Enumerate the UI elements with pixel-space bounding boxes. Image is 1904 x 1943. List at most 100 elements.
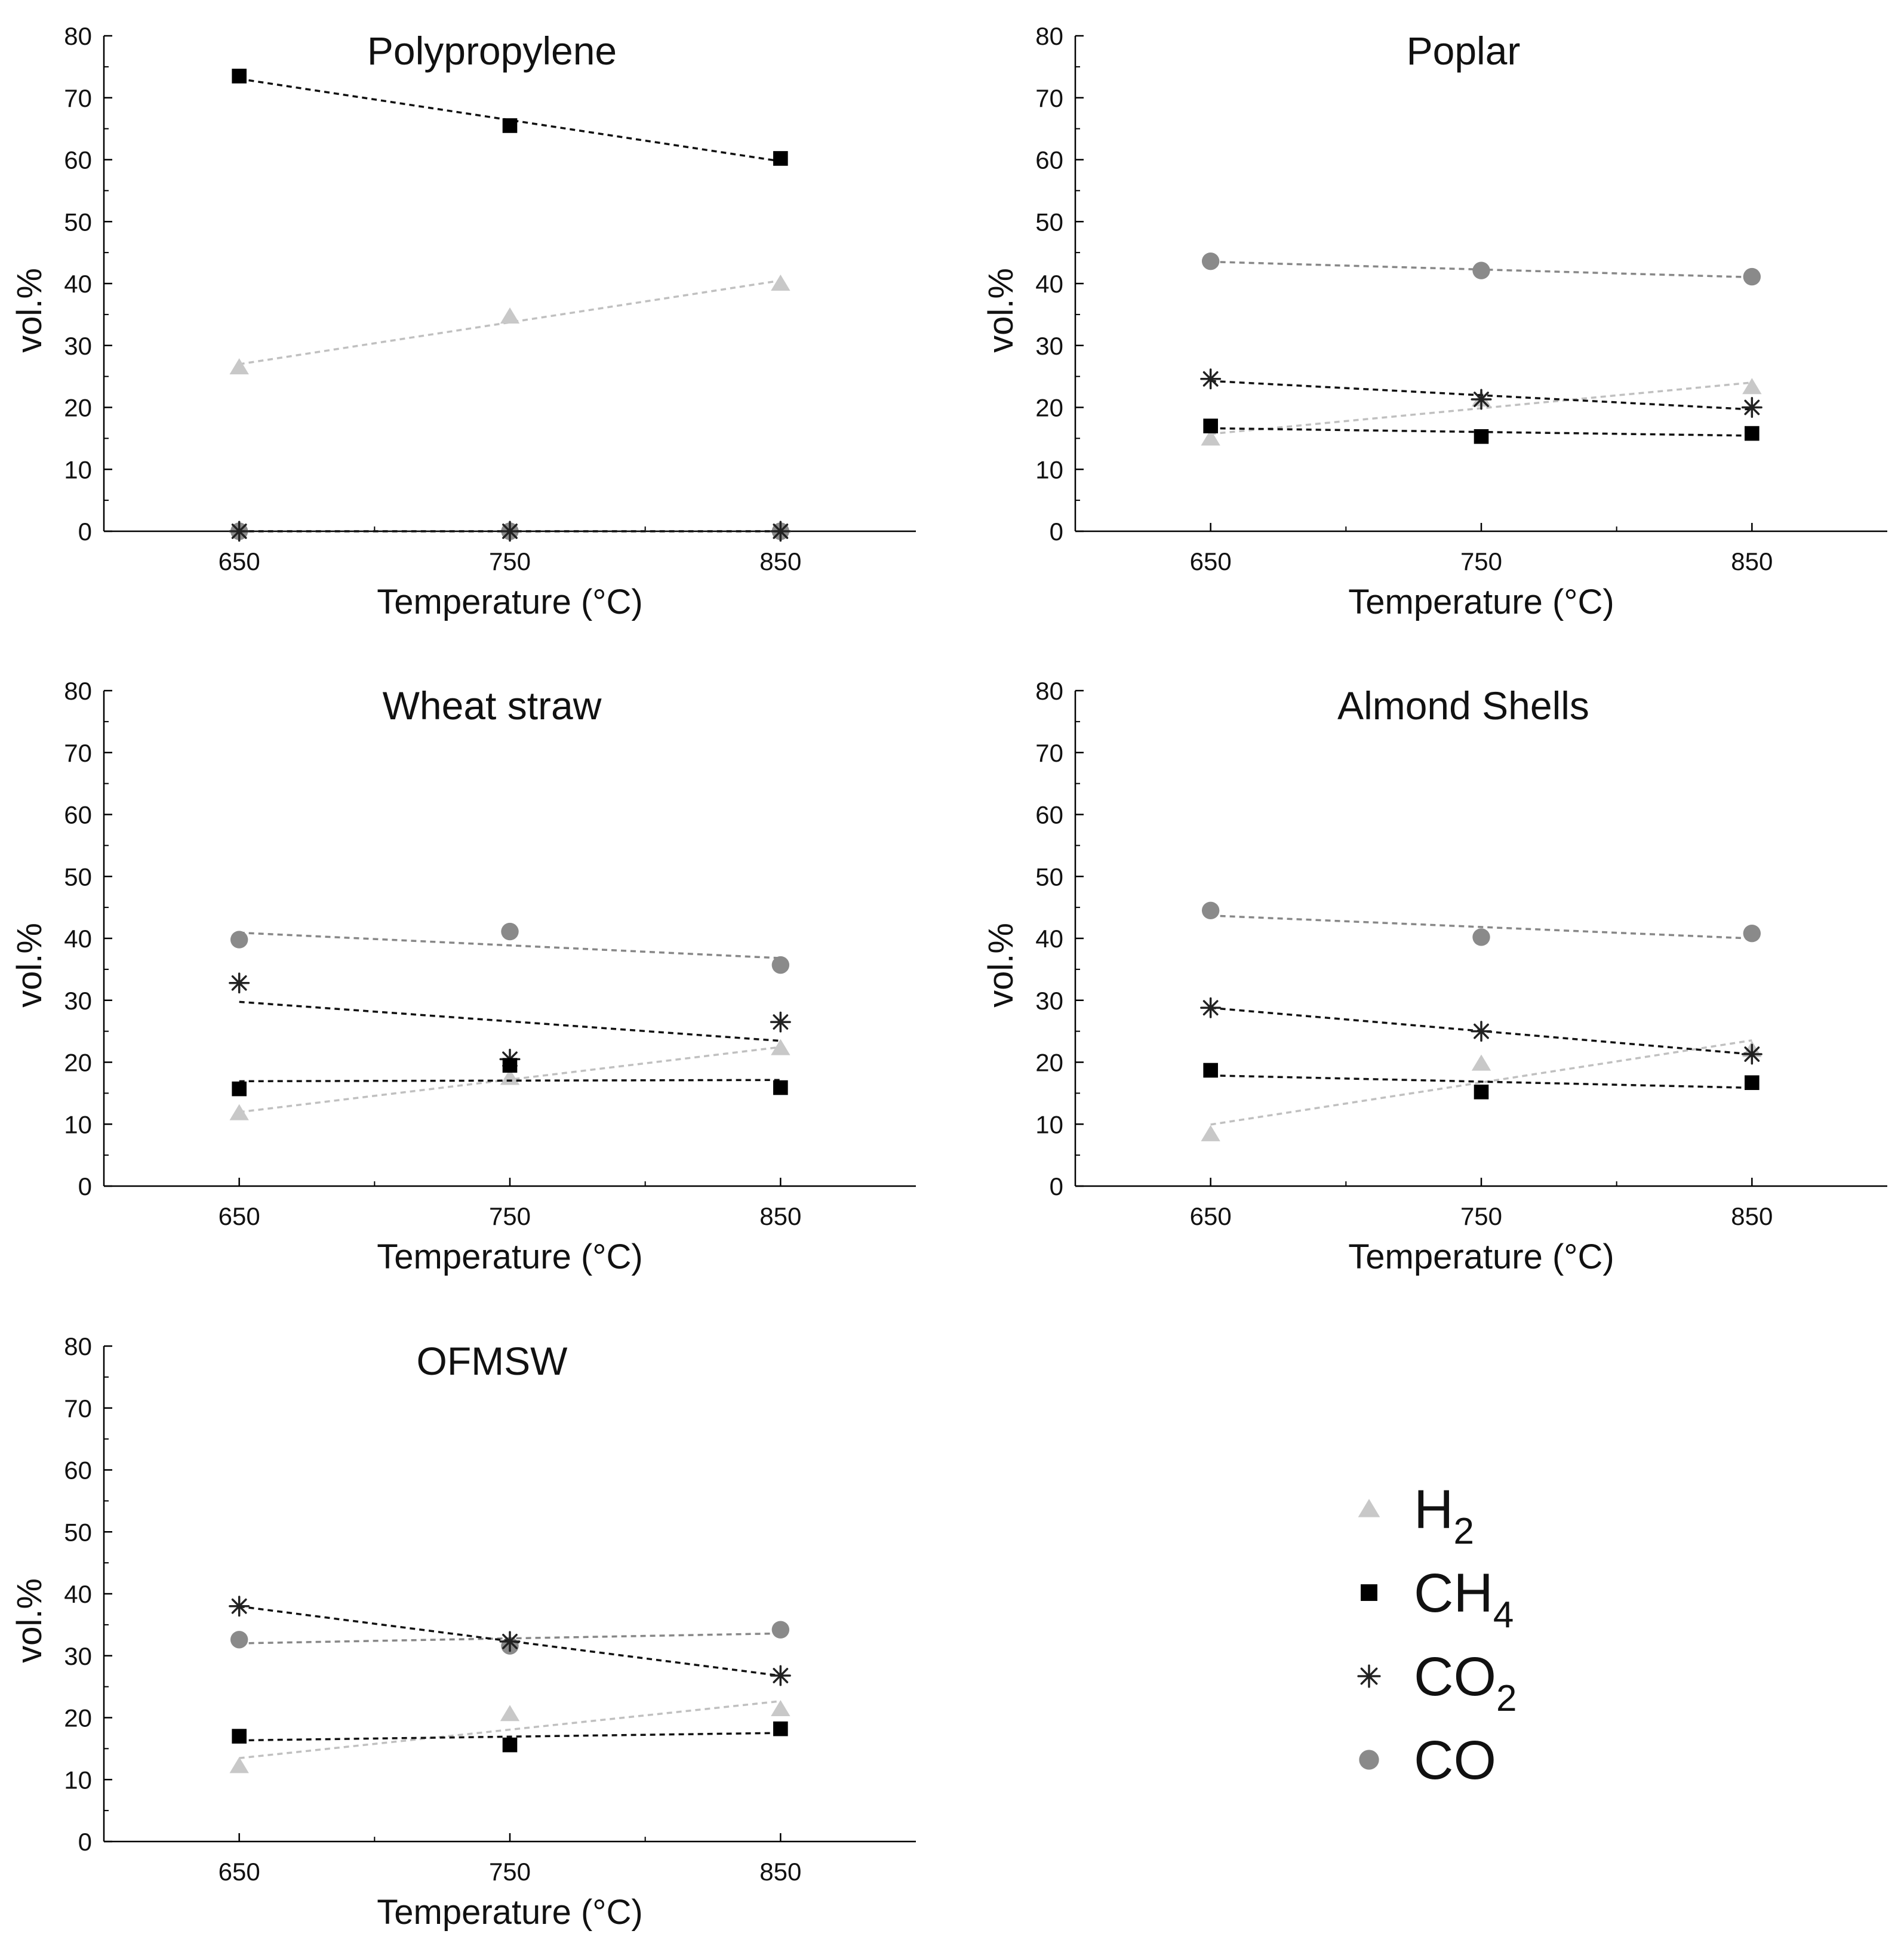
y-tick-label: 30 — [1035, 987, 1063, 1015]
series-co2 — [229, 521, 791, 542]
legend-label-subscript: 2 — [1453, 1511, 1474, 1552]
point-ch4 — [1474, 429, 1489, 444]
point-co2 — [770, 1011, 791, 1033]
point-ch4 — [1203, 1063, 1218, 1078]
y-tick-label: 80 — [1035, 22, 1063, 50]
point-co — [771, 1621, 790, 1639]
y-tick-label: 60 — [1035, 801, 1063, 829]
legend-label: H2 — [1414, 1479, 1474, 1552]
panel-title: Almond Shells — [1337, 683, 1589, 728]
point-ch4 — [232, 69, 247, 84]
series-co — [1201, 252, 1761, 286]
point-ch4 — [232, 1729, 247, 1744]
chart-almond-shells: 0 10 20 30 40 50 60 70 80 650 750 850 Temperature (°… — [982, 677, 1887, 1276]
y-tick-label: 0 — [1050, 1172, 1063, 1200]
y-tick-label: 40 — [1035, 925, 1063, 953]
chart-wheat-straw: 0 10 20 30 40 50 60 70 80 650 750 850 Temperature (°… — [10, 677, 916, 1276]
point-co — [230, 1631, 248, 1649]
x-axis-title: Temperature (°C) — [377, 1893, 642, 1932]
chart-polypropylene: 0 10 20 30 40 50 60 70 80 650 750 850 Temperature (°… — [10, 22, 916, 621]
point-h2 — [229, 1104, 249, 1120]
trendline-co2 — [239, 1000, 781, 1042]
point-co2 — [499, 1631, 521, 1652]
chart-ofmsw: 0 10 20 30 40 50 60 70 80 650 750 850 Temperature (°… — [10, 1332, 916, 1932]
x-tick-label: 650 — [219, 1202, 260, 1230]
point-co — [230, 931, 248, 949]
point-h2 — [1742, 378, 1762, 395]
point-co — [1743, 925, 1761, 943]
legend-item-h2: H2 — [1358, 1479, 1474, 1552]
series-ch4 — [232, 69, 788, 166]
x-axis-title: Temperature (°C) — [377, 583, 642, 621]
y-tick-label: 80 — [64, 677, 92, 705]
y-axis-title: vol.% — [982, 268, 1020, 353]
x-axis-title: Temperature (°C) — [1348, 1237, 1614, 1276]
y-tick-label: 20 — [64, 1049, 92, 1077]
y-tick-label: 10 — [1035, 1110, 1063, 1138]
y-tick-label: 40 — [64, 925, 92, 953]
y-axis-title: vol.% — [10, 923, 49, 1008]
point-h2 — [1471, 1054, 1491, 1071]
y-tick-label: 70 — [64, 84, 92, 112]
x-tick-label: 650 — [1190, 1202, 1232, 1230]
x-tick-label: 850 — [759, 547, 801, 575]
series-co2 — [229, 1596, 791, 1686]
point-co2 — [1471, 389, 1492, 410]
x-tick-label: 650 — [1190, 547, 1232, 575]
y-tick-label: 70 — [1035, 739, 1063, 767]
point-h2 — [500, 307, 520, 324]
legend-label: CO — [1414, 1730, 1496, 1791]
y-tick-label: 80 — [64, 22, 92, 50]
point-h2 — [771, 275, 790, 291]
series-h2 — [229, 275, 790, 375]
point-co2 — [229, 1596, 250, 1617]
point-h2 — [771, 1039, 790, 1055]
point-co — [501, 922, 519, 941]
y-tick-label: 10 — [64, 1110, 92, 1138]
series-ch4 — [1203, 1063, 1760, 1100]
trendline-co — [239, 931, 781, 959]
point-co — [1201, 901, 1220, 920]
x-axis-title: Temperature (°C) — [1348, 583, 1614, 621]
y-tick-label: 20 — [1035, 1049, 1063, 1077]
legend-item-co: CO — [1359, 1730, 1496, 1791]
y-tick-label: 50 — [64, 208, 92, 236]
y-axis-title: vol.% — [10, 1578, 49, 1663]
x-tick-label: 850 — [1731, 1202, 1773, 1230]
panel-title: Poplar — [1407, 29, 1521, 73]
y-tick-label: 60 — [64, 146, 92, 174]
x-tick-label: 750 — [489, 1202, 531, 1230]
point-ch4 — [773, 1721, 788, 1736]
x-tick-label: 850 — [759, 1202, 801, 1230]
legend-marker-circle — [1359, 1750, 1379, 1770]
y-tick-label: 0 — [1050, 518, 1063, 546]
y-tick-label: 30 — [1035, 332, 1063, 360]
y-tick-label: 50 — [1035, 208, 1063, 236]
point-ch4 — [1474, 1085, 1489, 1100]
trendline-ch4 — [239, 1079, 781, 1083]
series-ch4 — [1203, 418, 1760, 444]
y-tick-label: 20 — [64, 1704, 92, 1732]
y-tick-label: 30 — [64, 332, 92, 360]
point-co2 — [1200, 997, 1222, 1018]
y-tick-label: 50 — [64, 863, 92, 891]
point-h2 — [229, 358, 249, 375]
y-tick-label: 10 — [64, 455, 92, 484]
y-tick-label: 30 — [64, 1642, 92, 1670]
y-tick-label: 10 — [64, 1766, 92, 1794]
panel-title: OFMSW — [417, 1339, 568, 1383]
series-ch4 — [232, 1058, 788, 1097]
x-axis-title: Temperature (°C) — [377, 1237, 642, 1276]
trendline-co — [1210, 914, 1752, 940]
x-tick-label: 650 — [219, 547, 260, 575]
y-tick-label: 40 — [64, 270, 92, 298]
point-ch4 — [232, 1081, 247, 1097]
x-tick-label: 850 — [759, 1858, 801, 1886]
legend-label-subscript: 4 — [1493, 1594, 1514, 1636]
panel-title: Wheat straw — [383, 683, 602, 728]
y-tick-label: 70 — [64, 739, 92, 767]
point-co2 — [499, 521, 521, 542]
y-tick-label: 0 — [78, 1172, 92, 1200]
point-ch4 — [1745, 426, 1760, 441]
